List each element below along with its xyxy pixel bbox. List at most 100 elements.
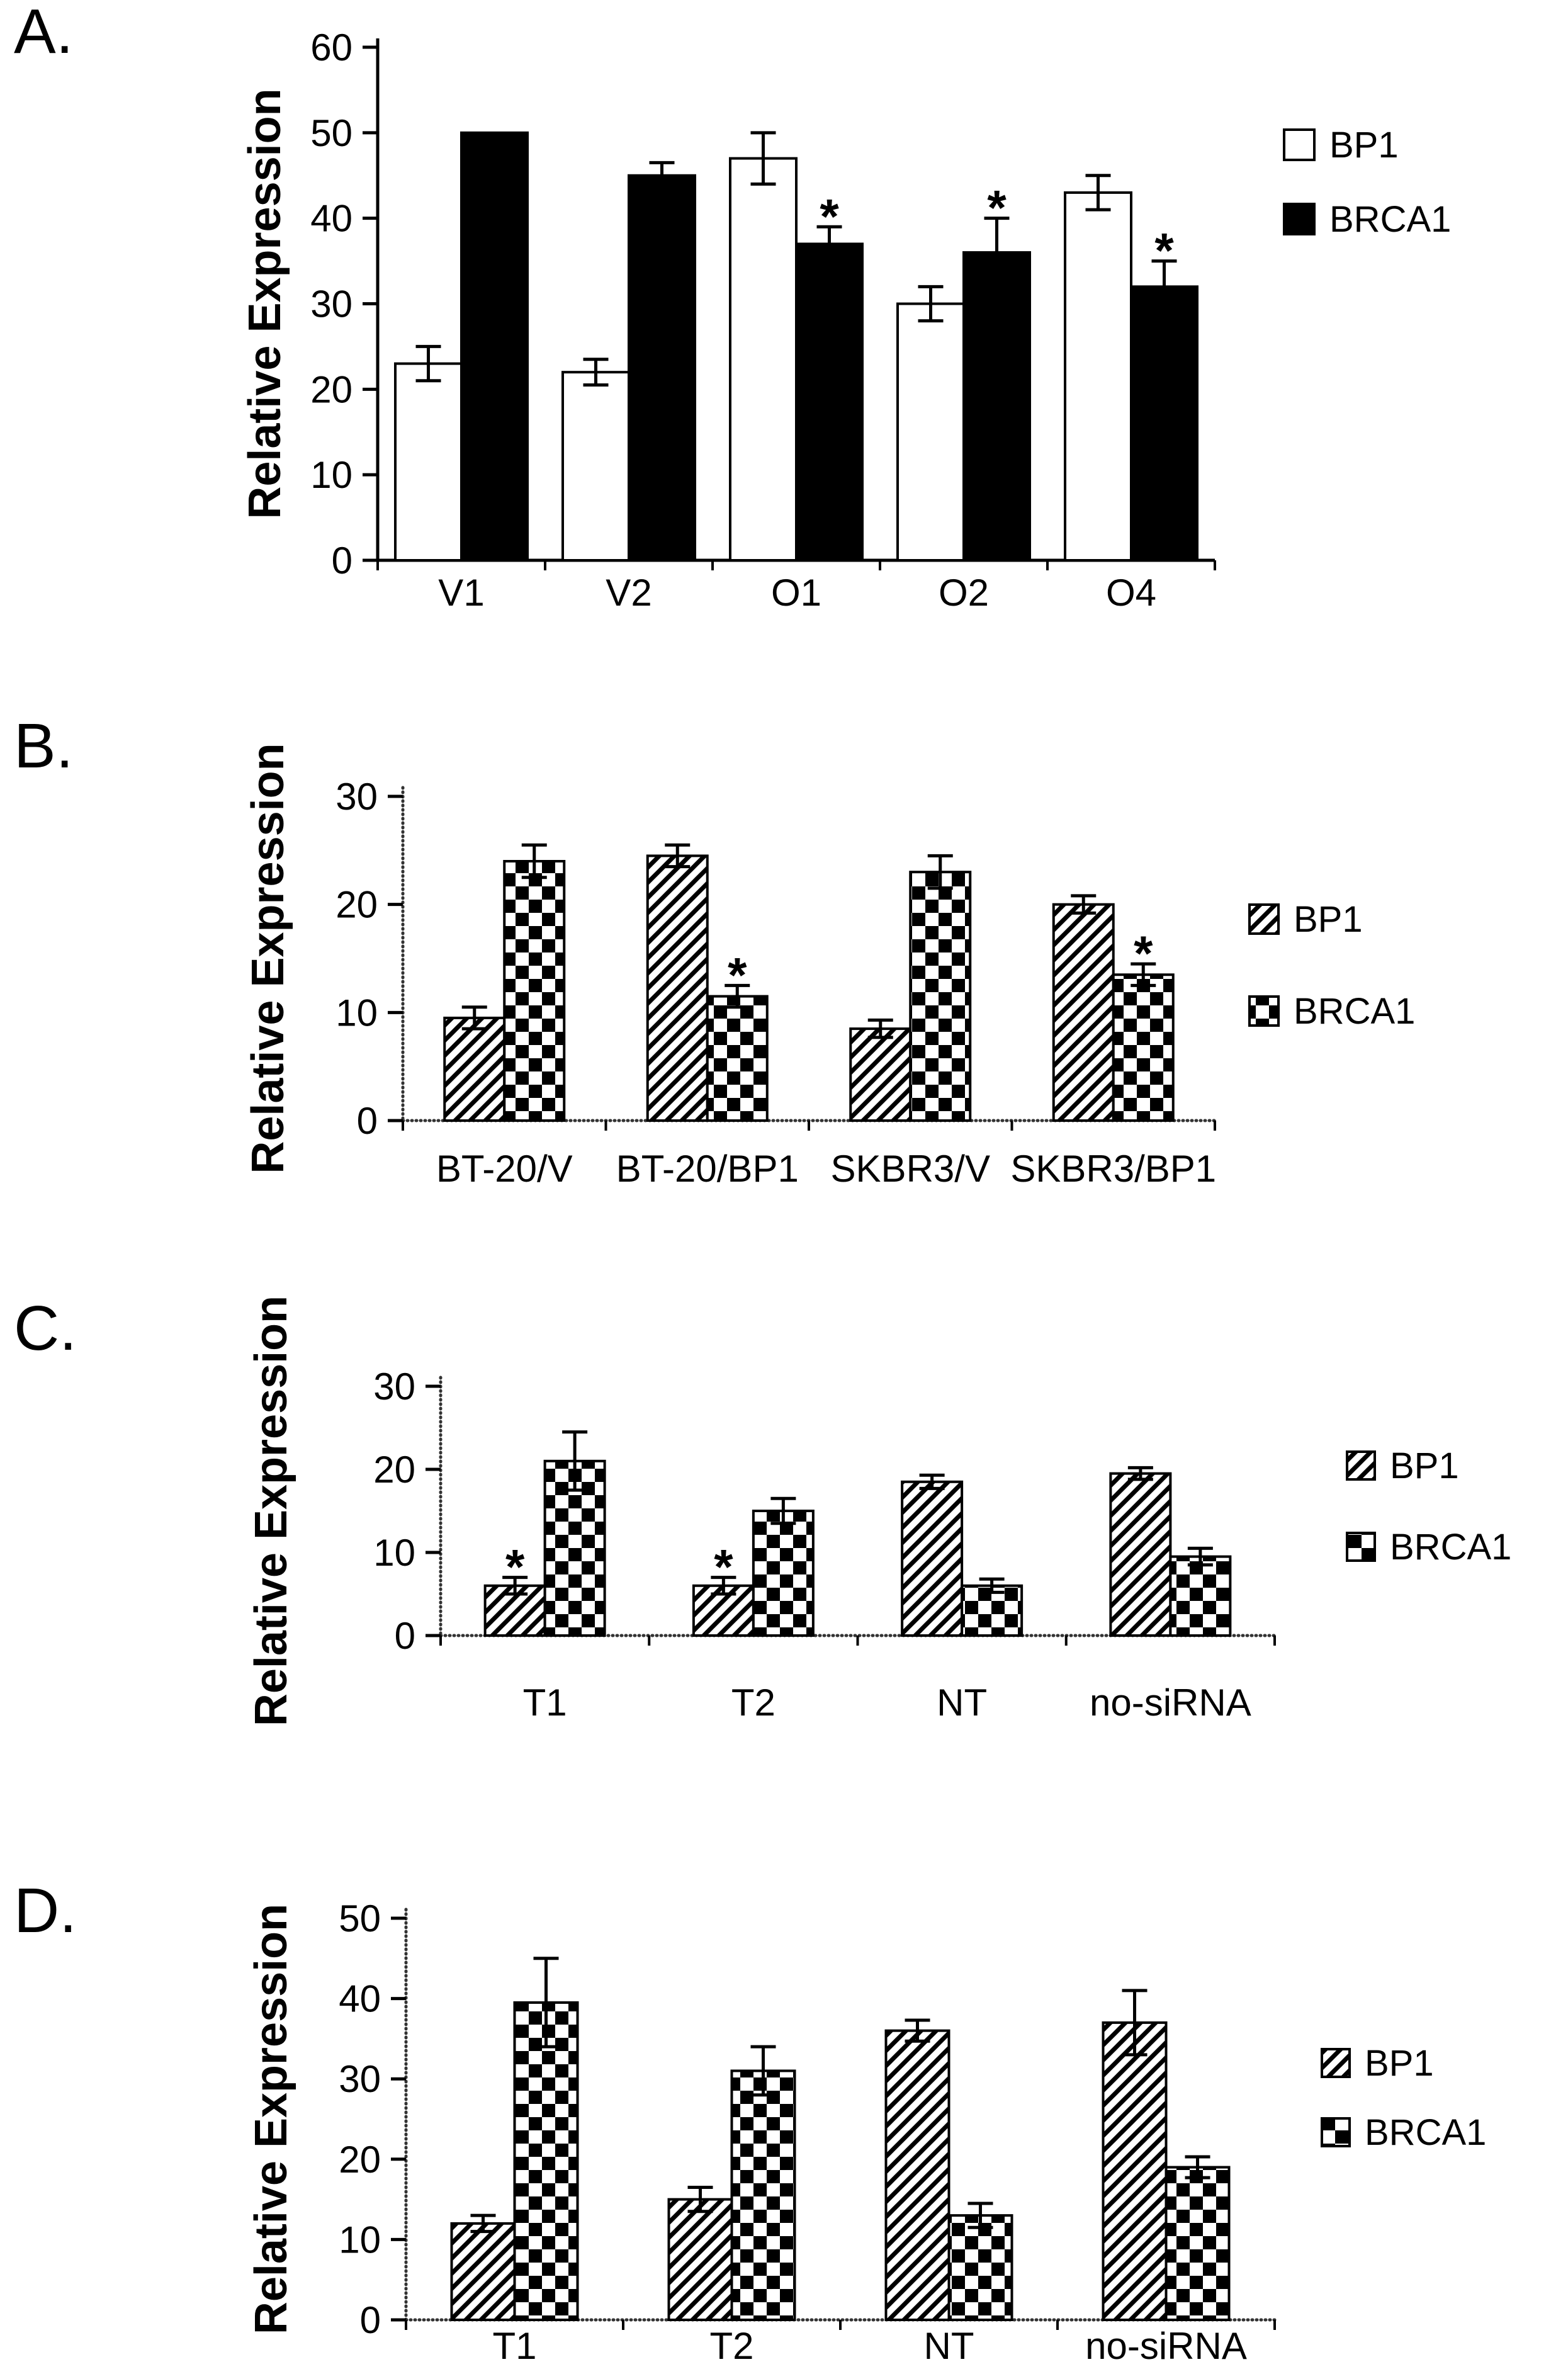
category-label: T2 [709,2325,753,2367]
bar-bp1 [394,362,463,562]
legend-label: BP1 [1365,2043,1434,2084]
category-label: O4 [1106,572,1156,614]
legend-label: BP1 [1390,1445,1459,1486]
bar-brca1 [706,995,769,1122]
bar-brca1 [1112,973,1175,1122]
significance-asterisk: * [728,947,747,1002]
panel-d-chart: 0 10 20 30 40 50 T1 T2 NT no-siRNA Relative Expres… [246,1897,1486,2367]
bar-brca1 [961,1584,1024,1637]
category-label: V1 [438,572,484,614]
category-label: NT [924,2325,974,2367]
legend-swatch-bp1 [1248,903,1280,935]
y-tick-label: 0 [360,2299,381,2341]
bar-brca1 [962,251,1031,562]
bar-brca1 [1165,2166,1231,2321]
legend-swatch-brca1 [1321,2117,1351,2147]
bar-brca1 [503,860,566,1122]
y-tick-label: 30 [310,283,353,325]
bar-brca1 [1130,285,1199,562]
y-tick-label: 0 [357,1100,378,1142]
bar-brca1 [628,174,696,562]
category-label: NT [937,1682,987,1724]
category-label: BT-20/BP1 [616,1148,799,1190]
y-tick-label: 50 [339,1897,381,1940]
y-tick-label: 0 [332,540,353,582]
bar-brca1 [513,2001,579,2321]
bar-brca1 [730,2069,796,2321]
category-label: T1 [492,2325,536,2367]
y-tick-label: 10 [373,1532,415,1574]
y-tick-label: 10 [339,2219,381,2261]
y-tick-label: 20 [336,884,378,926]
legend-swatch-brca1 [1283,203,1316,235]
legend-swatch-bp1 [1321,2048,1351,2078]
y-tick-label: 20 [373,1449,415,1491]
panel-a-letter: A. [14,0,74,67]
y-tick-label: 30 [339,2058,381,2100]
category-label: SKBR3/V [831,1148,990,1190]
y-axis-label: Relative Expression [243,743,293,1173]
bar-bp1 [1064,191,1132,562]
significance-asterisk: * [505,1539,525,1595]
bar-bp1 [646,854,709,1122]
panel-a-chart: 0 10 20 30 40 50 60 V1 V2 O1 O2 O4 * * * Relative Expre… [240,26,1451,614]
significance-asterisk: * [714,1539,733,1595]
category-label: no-siRNA [1090,1682,1251,1724]
panel-b-letter: B. [14,711,74,781]
bar-bp1 [1109,1472,1172,1637]
y-axis-label: Relative Expression [246,1904,296,2334]
bar-bp1 [443,1016,506,1122]
panel-c: C. 0 10 20 30 T1 T2 NT no-siRNA * * Relative Expre… [0,1297,1568,1879]
bar-bp1 [1102,2021,1168,2321]
y-tick-label: 50 [310,112,353,154]
bar-bp1 [667,2198,733,2321]
significance-asterisk: * [1134,925,1153,981]
bar-brca1 [460,131,529,562]
y-tick-label: 30 [373,1365,415,1408]
legend-label: BP1 [1329,125,1399,166]
legend-swatch-bp1 [1346,1450,1376,1481]
bar-bp1 [1052,903,1115,1122]
y-axis-label: Relative Expression [246,1297,296,1726]
category-label: T1 [523,1682,567,1724]
category-label: no-siRNA [1085,2325,1247,2367]
bar-brca1 [909,871,972,1122]
y-tick-label: 20 [339,2139,381,2181]
panel-d: D. 0 10 20 30 40 50 T1 T2 NT no-siRNA Relative Exp… [0,1879,1568,2374]
legend-label: BRCA1 [1329,199,1451,240]
y-tick-label: 0 [395,1615,415,1657]
category-label: V2 [606,572,651,614]
y-tick-label: 10 [310,454,353,496]
legend-label: BP1 [1294,899,1363,940]
y-tick-label: 10 [336,992,378,1034]
bar-brca1 [947,2214,1013,2321]
panel-b-chart: 0 10 20 30 BT-20/V BT-20/BP1 SKBR3/V SKBR3/BP1 *… [243,743,1415,1190]
category-label: SKBR3/BP1 [1010,1148,1216,1190]
legend-swatch-brca1 [1248,995,1280,1027]
panel-b: B. 0 10 20 30 BT-20/V BT-20/BP1 SKBR3/V SKBR3/B… [0,715,1568,1287]
significance-asterisk: * [820,188,839,244]
category-label: BT-20/V [436,1148,573,1190]
bar-bp1 [901,1480,964,1637]
y-tick-label: 60 [310,26,353,69]
significance-asterisk: * [987,180,1007,235]
panel-a: A. 0 10 20 30 40 50 60 V1 V2 O1 O2 O4 * * * Relative Ex… [0,0,1568,652]
bar-bp1 [450,2222,516,2321]
bar-bp1 [896,302,965,562]
bar-brca1 [795,242,864,562]
category-label: O1 [771,572,821,614]
legend-label: BRCA1 [1365,2112,1486,2153]
bar-bp1 [849,1027,912,1122]
category-label: O2 [939,572,989,614]
y-axis-label: Relative Expression [240,88,290,519]
y-tick-label: 40 [339,1978,381,2020]
legend-swatch-brca1 [1346,1532,1376,1562]
bar-brca1 [1169,1555,1232,1637]
legend-label: BRCA1 [1294,991,1415,1032]
panel-c-letter: C. [14,1293,77,1364]
legend-label: BRCA1 [1390,1527,1511,1568]
y-tick-label: 40 [310,198,353,240]
panel-d-letter: D. [14,1875,77,1946]
category-label: T2 [731,1682,776,1724]
